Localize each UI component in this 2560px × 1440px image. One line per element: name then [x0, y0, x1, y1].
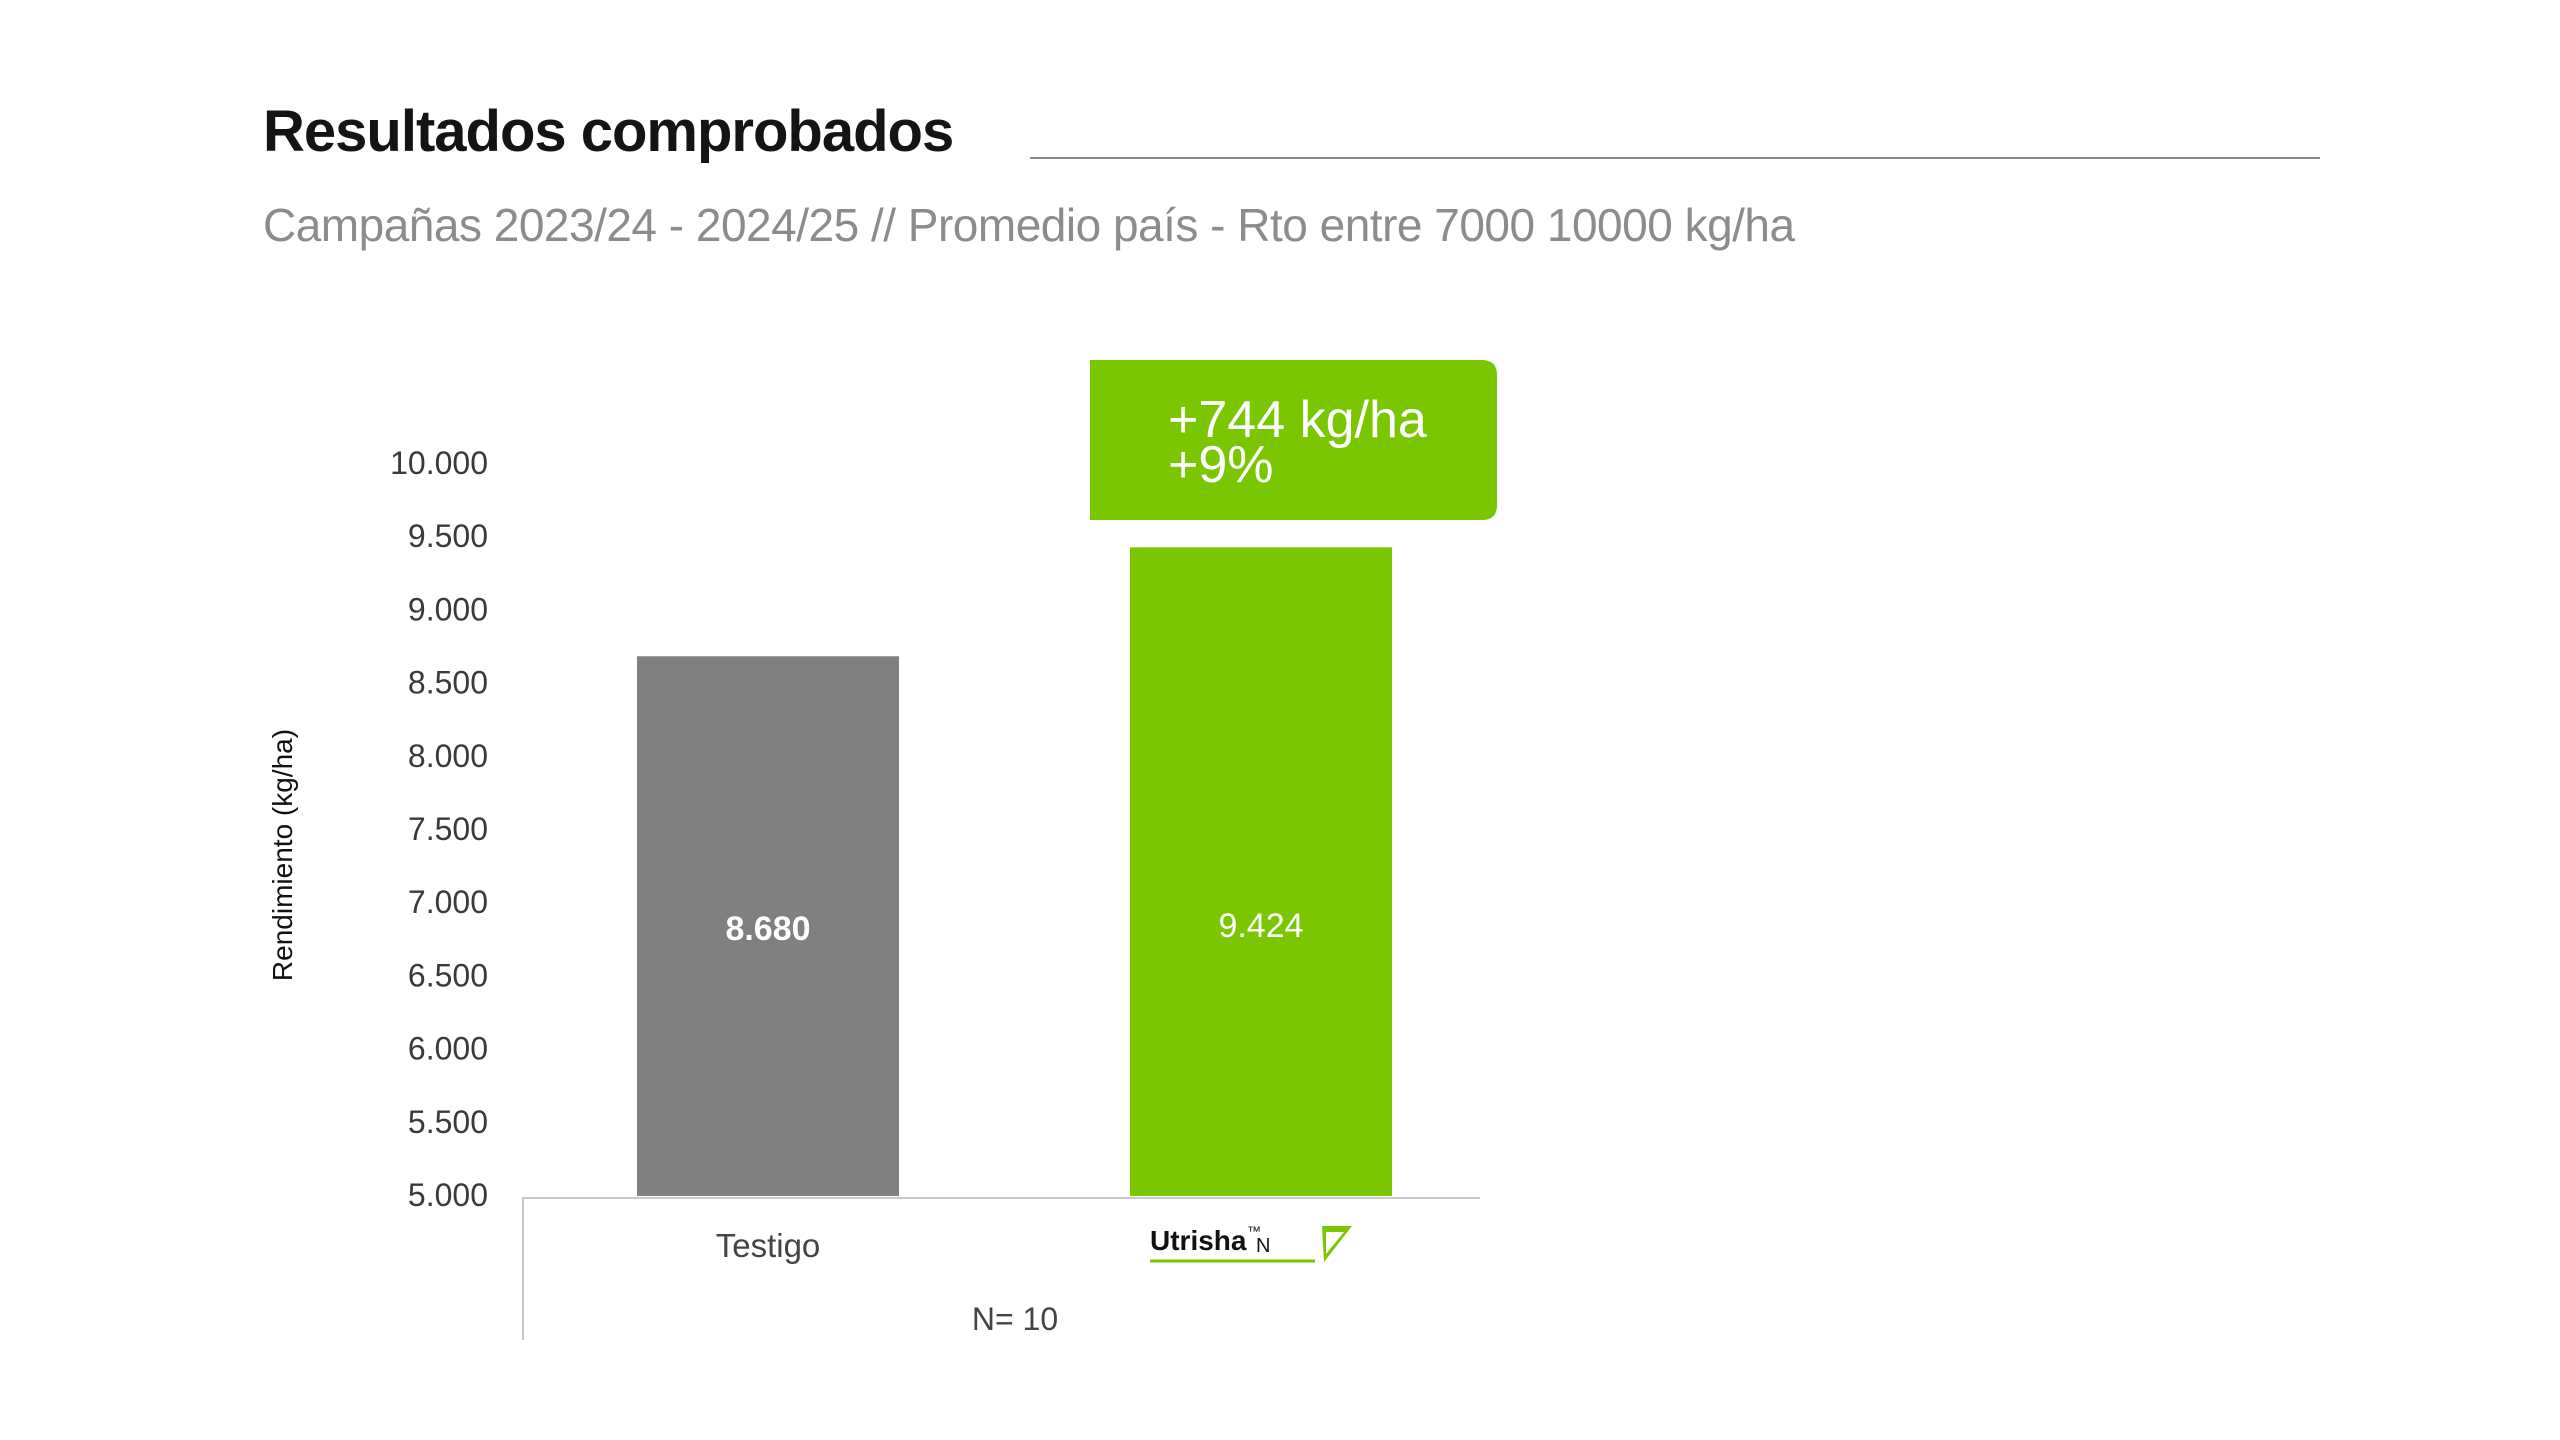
callout-box	[1090, 360, 1497, 520]
y-tick-label: 5.000	[408, 1177, 488, 1213]
y-tick-label: 10.000	[390, 445, 488, 481]
callout-line-2: +9%	[1168, 436, 1274, 494]
logo-wordmark: Utrisha	[1150, 1225, 1247, 1256]
page-subtitle: Campañas 2023/24 - 2024/25 // Promedio p…	[263, 199, 1795, 251]
y-tick-label: 5.500	[408, 1104, 488, 1140]
bar-testigo	[637, 656, 899, 1196]
y-tick-label: 6.000	[408, 1031, 488, 1067]
logo-suffix: N	[1256, 1235, 1270, 1257]
data-label-testigo: 8.680	[725, 910, 810, 948]
bar-utrisha-n	[1130, 547, 1392, 1196]
y-tick-label: 6.500	[408, 957, 488, 993]
callout-line-1: +744 kg/ha	[1168, 391, 1427, 449]
y-tick-label: 7.500	[408, 811, 488, 847]
title-divider	[1030, 157, 2320, 159]
category-label-testigo: Testigo	[716, 1227, 821, 1264]
page-title: Resultados comprobados	[263, 99, 954, 164]
y-tick-label: 8.500	[408, 665, 488, 701]
utrisha-logo: Utrisha ™ N	[1150, 1223, 1352, 1263]
y-tick-label: 7.000	[408, 884, 488, 920]
logo-trademark: ™	[1247, 1223, 1261, 1239]
logo-leaf-fold-icon	[1326, 1232, 1344, 1254]
difference-callout: +744 kg/ha +9%	[1090, 360, 1497, 520]
y-axis-label: Rendimiento (kg/ha)	[267, 729, 298, 981]
y-tick-label: 9.500	[408, 518, 488, 554]
data-label-utrisha-n: 9.424	[1218, 907, 1303, 945]
y-tick-label: 8.000	[408, 738, 488, 774]
y-tick-label: 9.000	[408, 591, 488, 627]
y-axis: 5.000 5.500 6.000 6.500 7.000 7.500 8.000 8.500…	[390, 445, 488, 1213]
sample-size-label: N= 10	[972, 1301, 1058, 1337]
bars: 8.680 9.424	[637, 547, 1392, 1196]
